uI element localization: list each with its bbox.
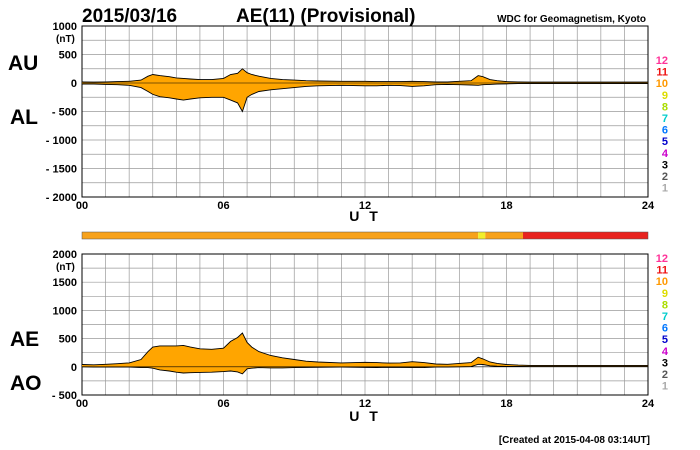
legend-level-12: 12 [656, 55, 668, 67]
legend-level-11: 11 [656, 67, 668, 79]
ae-ao-yunit: (nT) [56, 262, 75, 273]
x-tick-label: 00 [76, 398, 88, 410]
x-tick-label: 00 [76, 200, 88, 212]
legend-level-4: 4 [662, 148, 669, 160]
y-tick-label: - 500 [52, 390, 77, 402]
plot-frame [81, 253, 649, 396]
legend-level-8: 8 [662, 101, 668, 113]
x-tick-label: 06 [217, 200, 229, 212]
au-label: AU [8, 52, 38, 75]
legend-level-6: 6 [662, 323, 668, 335]
legend-level-1: 1 [662, 381, 668, 393]
legend-level-10: 10 [656, 276, 668, 288]
legend-level-10: 10 [656, 78, 668, 90]
activity-segment [485, 232, 524, 239]
legend-level-5: 5 [662, 334, 668, 346]
au-al-yunit: (nT) [56, 34, 75, 45]
ae-label: AE [10, 328, 39, 351]
y-tick-label: - 2000 [46, 192, 77, 204]
legend-level-1: 1 [662, 183, 668, 195]
ae-ao-xlabel: U T [349, 408, 381, 424]
x-tick-label: 06 [217, 398, 229, 410]
activity-segment [82, 232, 479, 239]
au-al-xlabel: U T [349, 208, 381, 224]
legend-level-11: 11 [656, 265, 668, 277]
x-tick-label: 18 [500, 200, 512, 212]
al-label: AL [10, 106, 38, 129]
series-line-al [82, 83, 648, 113]
legend-level-2: 2 [662, 171, 668, 183]
series-line-au [81, 68, 648, 83]
y-tick-label: - 1000 [46, 135, 77, 147]
y-tick-label: - 1500 [46, 164, 77, 176]
plot-frame [81, 25, 649, 198]
legend-level-2: 2 [662, 369, 668, 381]
y-tick-label: 0 [71, 78, 77, 90]
legend-level-8: 8 [662, 299, 668, 311]
x-tick-label: 24 [642, 398, 655, 410]
x-tick-label: 24 [642, 200, 655, 212]
series-area-fill [82, 68, 648, 112]
legend-level-3: 3 [662, 357, 668, 369]
series-line-ae [81, 332, 648, 366]
index-title: AE(11) (Provisional) [236, 6, 416, 27]
created-timestamp: [Created at 2015-04-08 03:14UT] [499, 435, 650, 446]
legend-level-5: 5 [662, 136, 668, 148]
y-tick-label: - 500 [52, 107, 77, 119]
activity-level-bar [81, 231, 649, 240]
ao-label: AO [10, 372, 42, 395]
legend-level-7: 7 [662, 113, 668, 125]
y-tick-label: 1000 [53, 21, 77, 33]
legend-level-4: 4 [662, 346, 669, 358]
y-tick-label: 1000 [53, 305, 77, 317]
date-title: 2015/03/16 [82, 6, 177, 27]
series-area-fill [82, 333, 648, 374]
y-tick-label: 500 [59, 50, 77, 62]
activity-segment [478, 232, 486, 239]
source-label: WDC for Geomagnetism, Kyoto [497, 14, 646, 25]
legend-level-7: 7 [662, 311, 668, 323]
legend-level-9: 9 [662, 90, 668, 102]
y-tick-label: 1500 [53, 277, 77, 289]
series-line-ao [81, 363, 648, 375]
y-tick-label: 0 [71, 362, 77, 374]
legend-level-9: 9 [662, 288, 668, 300]
activity-segment [523, 232, 648, 239]
legend-level-12: 12 [656, 253, 668, 265]
x-tick-label: 18 [500, 398, 512, 410]
y-tick-label: 2000 [53, 249, 77, 261]
legend-level-3: 3 [662, 159, 668, 171]
x-tick-label: 12 [359, 398, 371, 410]
activity-bar-frame [81, 231, 649, 240]
legend-level-6: 6 [662, 125, 668, 137]
y-tick-label: 500 [59, 334, 77, 346]
x-tick-label: 12 [359, 200, 371, 212]
